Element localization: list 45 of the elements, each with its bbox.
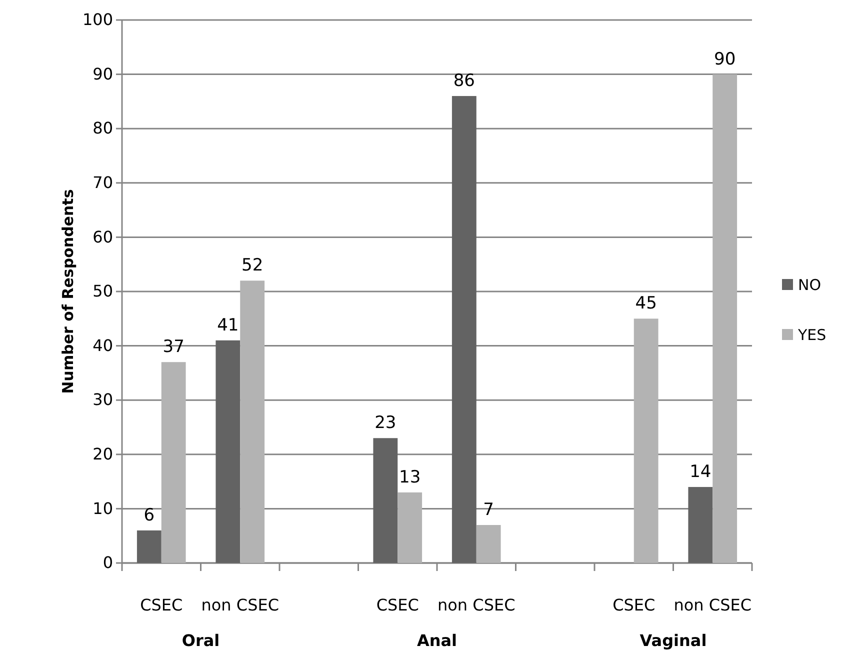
data-label: 86 — [453, 71, 475, 92]
y-tick-label: 30 — [92, 390, 113, 410]
y-tick-label: 90 — [92, 64, 113, 84]
legend-label: NO — [798, 276, 822, 294]
x-tick-label: CSEC — [140, 595, 183, 614]
bar — [712, 74, 738, 563]
bar — [688, 486, 713, 563]
x-tick-label: CSEC — [376, 595, 419, 614]
data-label: 90 — [714, 49, 736, 70]
data-label: 13 — [399, 467, 421, 488]
y-tick-label: 80 — [92, 118, 113, 138]
text: Anal — [416, 631, 458, 650]
data-label: 37 — [162, 337, 184, 358]
data-label: 7 — [483, 500, 494, 520]
data-label: 52 — [242, 256, 264, 276]
bar — [452, 96, 476, 563]
x-tick-label: CSEC — [612, 595, 656, 614]
bar — [240, 280, 265, 563]
y-tick-label: 0 — [102, 553, 113, 572]
data-label: 23 — [374, 413, 396, 434]
y-axis-title: Number of Respondents — [59, 189, 77, 394]
bar — [373, 438, 398, 563]
data-label: 41 — [217, 315, 239, 336]
y-tick-label: 40 — [92, 336, 113, 355]
bar — [216, 340, 240, 563]
data-label: 14 — [690, 462, 712, 482]
legend-label: YES — [797, 326, 826, 344]
bar — [476, 524, 501, 563]
y-tick-label: 50 — [92, 282, 113, 301]
x-tick-label: non CSEC — [201, 595, 280, 614]
text: Oral — [182, 631, 220, 650]
x-tick-label: non CSEC — [674, 595, 752, 614]
text: Vaginal — [640, 631, 707, 650]
bar — [136, 530, 162, 563]
bar — [634, 318, 658, 563]
y-tick-label: 70 — [92, 173, 113, 192]
data-label: 45 — [635, 294, 657, 314]
y-tick-label: 20 — [92, 444, 113, 464]
y-tick-label: 60 — [92, 227, 113, 246]
y-tick-label: 10 — [92, 498, 113, 518]
y-tick-label: 100 — [82, 10, 113, 30]
bar — [161, 362, 186, 563]
bar — [398, 492, 422, 563]
x-tick-label: non CSEC — [437, 595, 516, 614]
data-label: 6 — [144, 505, 155, 526]
